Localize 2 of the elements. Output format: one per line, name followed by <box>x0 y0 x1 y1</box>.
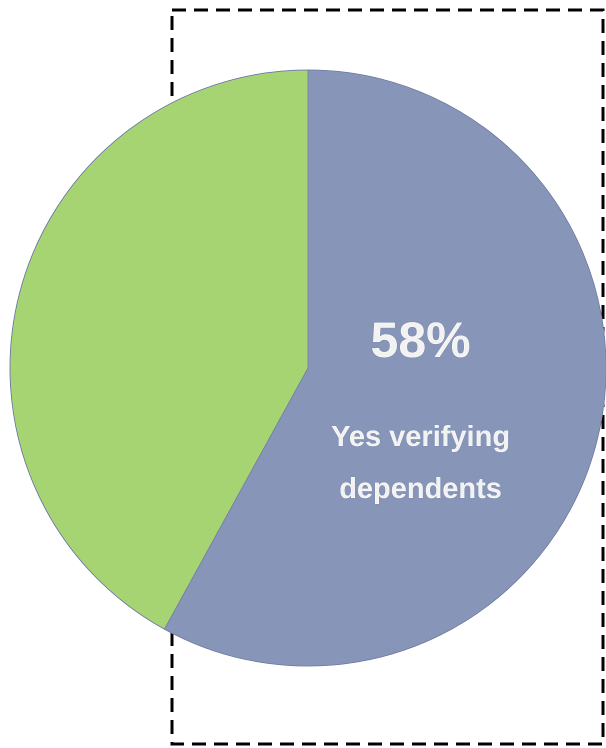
slice-label: Yes verifying dependents <box>331 420 510 506</box>
data-label: 58% <box>370 312 471 368</box>
